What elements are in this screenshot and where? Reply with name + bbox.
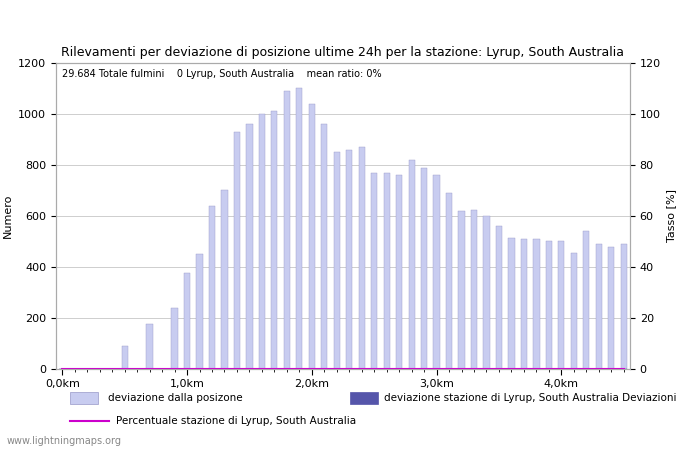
Title: Rilevamenti per deviazione di posizione ultime 24h per la stazione: Lyrup, South: Rilevamenti per deviazione di posizione …	[62, 46, 624, 59]
Bar	[421, 167, 427, 369]
Percentuale stazione di Lyrup, South Australia	[332, 366, 341, 372]
Bar	[172, 308, 178, 369]
Percentuale stazione di Lyrup, South Australia	[495, 366, 503, 372]
Percentuale stazione di Lyrup, South Australia	[557, 366, 566, 372]
Text: deviazione stazione di Lyrup, South Australia Deviazioni: deviazione stazione di Lyrup, South Aust…	[384, 393, 676, 403]
Bar	[346, 150, 352, 369]
Bar	[122, 346, 127, 369]
Percentuale stazione di Lyrup, South Australia	[532, 366, 540, 372]
Text: Percentuale stazione di Lyrup, South Australia: Percentuale stazione di Lyrup, South Aus…	[116, 416, 356, 426]
Percentuale stazione di Lyrup, South Australia	[370, 366, 379, 372]
Percentuale stazione di Lyrup, South Australia	[220, 366, 229, 372]
Percentuale stazione di Lyrup, South Australia	[382, 366, 391, 372]
Percentuale stazione di Lyrup, South Australia	[183, 366, 191, 372]
Bar	[596, 244, 602, 369]
Bar	[496, 226, 502, 369]
Percentuale stazione di Lyrup, South Australia	[170, 366, 178, 372]
Percentuale stazione di Lyrup, South Australia	[433, 366, 441, 372]
Percentuale stazione di Lyrup, South Australia	[195, 366, 204, 372]
Bar	[284, 91, 290, 369]
Bar	[558, 242, 564, 369]
Bar	[583, 231, 589, 369]
Bar	[521, 239, 527, 369]
Bar	[409, 160, 414, 369]
Bar	[197, 254, 202, 369]
Percentuale stazione di Lyrup, South Australia	[307, 366, 316, 372]
Percentuale stazione di Lyrup, South Australia	[270, 366, 279, 372]
Bar	[321, 124, 328, 369]
Percentuale stazione di Lyrup, South Australia	[108, 366, 116, 372]
Bar	[533, 239, 540, 369]
Percentuale stazione di Lyrup, South Australia	[358, 366, 366, 372]
Percentuale stazione di Lyrup, South Australia	[320, 366, 328, 372]
Percentuale stazione di Lyrup, South Australia	[607, 366, 615, 372]
Bar	[570, 253, 577, 369]
Percentuale stazione di Lyrup, South Australia	[208, 366, 216, 372]
Bar	[296, 89, 302, 369]
Percentuale stazione di Lyrup, South Australia	[457, 366, 466, 372]
Text: 29.684 Totale fulmini    0 Lyrup, South Australia    mean ratio: 0%: 29.684 Totale fulmini 0 Lyrup, South Aus…	[62, 69, 382, 79]
Bar	[221, 190, 228, 369]
Percentuale stazione di Lyrup, South Australia	[345, 366, 354, 372]
Percentuale stazione di Lyrup, South Australia	[95, 366, 104, 372]
Bar	[309, 104, 315, 369]
Bar	[396, 175, 402, 369]
Bar	[471, 210, 477, 369]
Bar	[184, 273, 190, 369]
Text: www.lightningmaps.org: www.lightningmaps.org	[7, 436, 122, 446]
Percentuale stazione di Lyrup, South Australia	[470, 366, 478, 372]
Percentuale stazione di Lyrup, South Australia	[594, 366, 603, 372]
Bar	[546, 242, 552, 369]
Percentuale stazione di Lyrup, South Australia	[146, 366, 154, 372]
Percentuale stazione di Lyrup, South Australia	[283, 366, 291, 372]
Bar	[271, 112, 277, 369]
Percentuale stazione di Lyrup, South Australia	[420, 366, 428, 372]
Bar	[246, 124, 253, 369]
Percentuale stazione di Lyrup, South Australia	[407, 366, 416, 372]
Percentuale stazione di Lyrup, South Australia	[395, 366, 403, 372]
Percentuale stazione di Lyrup, South Australia	[545, 366, 553, 372]
Percentuale stazione di Lyrup, South Australia	[58, 366, 66, 372]
Bar	[484, 216, 489, 369]
Percentuale stazione di Lyrup, South Australia	[133, 366, 141, 372]
Percentuale stazione di Lyrup, South Australia	[295, 366, 304, 372]
Bar	[259, 114, 265, 369]
Percentuale stazione di Lyrup, South Australia	[245, 366, 253, 372]
Bar	[458, 211, 465, 369]
Bar	[433, 175, 440, 369]
Percentuale stazione di Lyrup, South Australia	[232, 366, 241, 372]
Bar	[146, 324, 153, 369]
Bar	[608, 247, 615, 369]
Percentuale stazione di Lyrup, South Australia	[519, 366, 528, 372]
Bar	[209, 206, 215, 369]
Percentuale stazione di Lyrup, South Australia	[71, 366, 79, 372]
Percentuale stazione di Lyrup, South Australia	[508, 366, 516, 372]
Percentuale stazione di Lyrup, South Australia	[258, 366, 266, 372]
Percentuale stazione di Lyrup, South Australia	[620, 366, 628, 372]
Text: deviazione dalla posizone: deviazione dalla posizone	[108, 393, 243, 403]
Percentuale stazione di Lyrup, South Australia	[482, 366, 491, 372]
Percentuale stazione di Lyrup, South Australia	[120, 366, 129, 372]
Bar	[621, 244, 627, 369]
Y-axis label: Tasso [%]: Tasso [%]	[666, 189, 676, 243]
Bar	[371, 173, 377, 369]
Bar	[334, 152, 340, 369]
Percentuale stazione di Lyrup, South Australia	[83, 366, 92, 372]
Bar	[446, 193, 452, 369]
Percentuale stazione di Lyrup, South Australia	[445, 366, 454, 372]
Percentuale stazione di Lyrup, South Australia	[570, 366, 578, 372]
Percentuale stazione di Lyrup, South Australia	[582, 366, 591, 372]
Bar	[384, 173, 390, 369]
Percentuale stazione di Lyrup, South Australia	[158, 366, 167, 372]
Bar	[508, 238, 514, 369]
Y-axis label: Numero: Numero	[3, 194, 13, 238]
Bar	[358, 147, 365, 369]
Bar	[234, 132, 240, 369]
